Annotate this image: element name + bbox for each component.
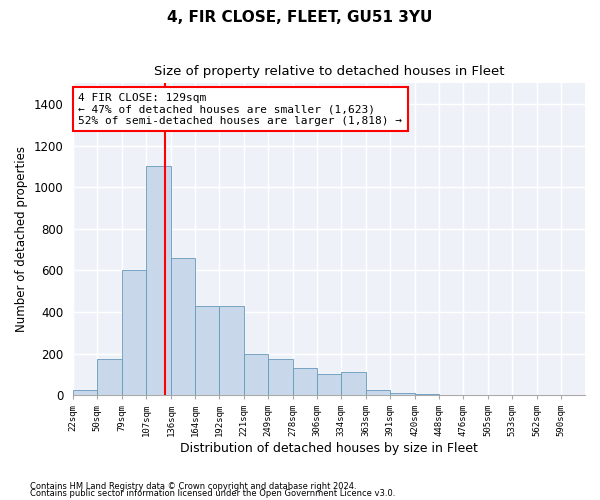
Text: 4 FIR CLOSE: 129sqm
← 47% of detached houses are smaller (1,623)
52% of semi-det: 4 FIR CLOSE: 129sqm ← 47% of detached ho…: [78, 92, 402, 126]
Bar: [439, 394, 463, 395]
Bar: [195, 306, 219, 395]
Bar: [317, 374, 341, 395]
X-axis label: Distribution of detached houses by size in Fleet: Distribution of detached houses by size …: [180, 442, 478, 455]
Text: Contains HM Land Registry data © Crown copyright and database right 2024.: Contains HM Land Registry data © Crown c…: [30, 482, 356, 491]
Bar: [390, 393, 415, 395]
Bar: [268, 359, 293, 395]
Bar: [366, 390, 390, 395]
Bar: [97, 359, 122, 395]
Bar: [122, 270, 146, 395]
Text: 4, FIR CLOSE, FLEET, GU51 3YU: 4, FIR CLOSE, FLEET, GU51 3YU: [167, 10, 433, 25]
Text: Contains public sector information licensed under the Open Government Licence v3: Contains public sector information licen…: [30, 489, 395, 498]
Title: Size of property relative to detached houses in Fleet: Size of property relative to detached ho…: [154, 65, 504, 78]
Bar: [415, 394, 439, 395]
Bar: [219, 306, 244, 395]
Bar: [146, 166, 171, 395]
Bar: [341, 372, 366, 395]
Bar: [171, 258, 195, 395]
Bar: [293, 368, 317, 395]
Y-axis label: Number of detached properties: Number of detached properties: [15, 146, 28, 332]
Bar: [73, 390, 97, 395]
Bar: [244, 354, 268, 395]
